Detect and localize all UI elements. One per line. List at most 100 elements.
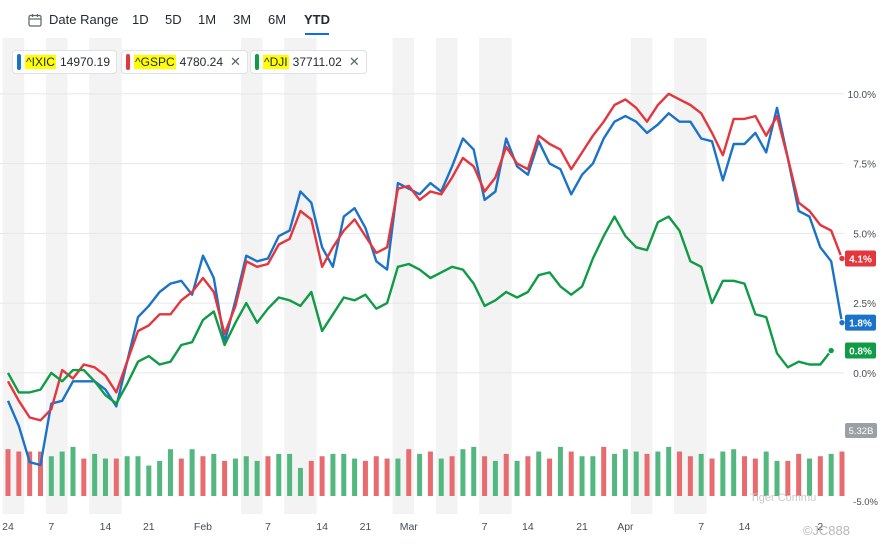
- week-band: [2, 38, 25, 514]
- volume-bar: [135, 456, 141, 496]
- x-tick-label: 14: [522, 521, 534, 533]
- legend-symbol: ^DJI: [263, 55, 289, 69]
- x-tick-label: 14: [739, 521, 751, 533]
- volume-bar: [557, 446, 563, 496]
- volume-bar: [612, 453, 618, 496]
- volume-bar: [449, 456, 455, 496]
- x-tick-label: 21: [360, 521, 372, 533]
- week-band: [479, 38, 512, 514]
- volume-bar: [687, 456, 693, 496]
- volume-bar: [752, 458, 758, 496]
- volume-bar: [167, 449, 173, 496]
- legend-value: 37711.02: [292, 55, 342, 69]
- volume-bar: [124, 456, 130, 496]
- volume-bar: [601, 446, 607, 496]
- volume-bar: [265, 456, 271, 496]
- chart-area[interactable]: 10.0% 7.5% 5.0% 2.5% 0.0% 5.32B -5.0% 1.8% 4.1% 0…: [0, 38, 890, 552]
- volume-bar: [579, 456, 585, 496]
- volume-bar: [482, 456, 488, 496]
- volume-bar: [362, 460, 368, 496]
- volume-bar: [547, 458, 553, 496]
- week-band: [89, 38, 122, 514]
- y-tick-label: 10.0%: [848, 90, 876, 101]
- series-end-marker: [838, 254, 846, 263]
- legend-chip-gspc[interactable]: ^GSPC 4780.24 ✕: [121, 50, 248, 74]
- volume-ref-label: 5.32B: [849, 426, 874, 437]
- calendar-icon[interactable]: [28, 13, 42, 27]
- range-1m-button[interactable]: 1M: [198, 12, 217, 27]
- volume-bar: [92, 453, 98, 496]
- volume-bar: [16, 451, 22, 496]
- legend-chip-dji[interactable]: ^DJI 37711.02 ✕: [250, 50, 367, 74]
- series-end-marker: [838, 318, 846, 327]
- legend-chip-ixic[interactable]: ^IXIC 14970.19: [12, 50, 118, 74]
- x-tick-label: 7: [48, 521, 54, 533]
- volume-bar: [622, 449, 628, 496]
- volume-bar: [720, 451, 726, 496]
- volume-bar: [666, 446, 672, 496]
- volume-bar: [460, 449, 466, 496]
- series-color-swatch: [126, 54, 130, 70]
- volume-bar: [536, 451, 542, 496]
- week-band: [674, 38, 707, 514]
- x-tick-label: 21: [143, 521, 155, 533]
- volume-bar: [763, 451, 769, 496]
- volume-bar: [113, 458, 119, 496]
- date-range-button[interactable]: Date Range: [49, 12, 119, 27]
- range-1d-button[interactable]: 1D: [132, 12, 149, 27]
- series-end-label: 4.1%: [849, 254, 872, 265]
- legend-symbol: ^GSPC: [134, 55, 176, 69]
- y-tick-label: 5.0%: [853, 229, 876, 240]
- y-tick-label: 0.0%: [853, 369, 876, 380]
- volume-bar: [655, 451, 661, 496]
- volume-bar: [27, 451, 33, 496]
- volume-bar: [677, 451, 683, 496]
- series-color-swatch: [17, 54, 21, 70]
- active-range-indicator: [305, 33, 329, 35]
- week-band: [284, 38, 317, 514]
- volume-bar: [395, 458, 401, 496]
- y-tick-label: 2.5%: [853, 299, 876, 310]
- volume-bar: [5, 449, 11, 496]
- volume-bar: [796, 453, 802, 496]
- volume-bar: [189, 449, 195, 496]
- x-tick-label: Mar: [400, 521, 419, 533]
- volume-bar: [438, 458, 444, 496]
- volume-bar: [243, 456, 249, 496]
- week-band: [630, 38, 653, 514]
- volume-bar: [319, 456, 325, 496]
- range-ytd-button[interactable]: YTD: [304, 12, 330, 27]
- volume-bar: [287, 453, 293, 496]
- range-6m-button[interactable]: 6M: [268, 12, 287, 27]
- watermark-secondary: Tiger Commu: [750, 492, 817, 504]
- x-tick-label: 14: [100, 521, 112, 533]
- comparison-chart[interactable]: 10.0% 7.5% 5.0% 2.5% 0.0% 5.32B -5.0% 1.8% 4.1% 0…: [0, 38, 890, 552]
- volume-bar: [178, 458, 184, 496]
- volume-bar: [232, 458, 238, 496]
- volume-bar: [427, 451, 433, 496]
- range-3m-button[interactable]: 3M: [233, 12, 252, 27]
- series-end-badge: [845, 342, 876, 359]
- series-end-marker: [827, 346, 835, 355]
- volume-bar: [330, 453, 336, 496]
- close-icon[interactable]: ✕: [230, 54, 241, 69]
- volume-bar: [222, 460, 228, 496]
- series-end-badge: [845, 314, 876, 331]
- watermark: ©JC888: [802, 523, 850, 538]
- series-end-badge: [845, 250, 876, 267]
- volume-ref-badge: [845, 423, 877, 438]
- volume-bar: [471, 446, 477, 496]
- volume-bar: [828, 453, 834, 496]
- volume-bar: [48, 456, 54, 496]
- range-5d-button[interactable]: 5D: [165, 12, 182, 27]
- week-band: [240, 38, 263, 514]
- close-icon[interactable]: ✕: [348, 54, 360, 69]
- volume-bottom-label: -5.0%: [853, 497, 878, 508]
- volume-bar: [276, 453, 282, 496]
- volume-bar: [525, 456, 531, 496]
- series-end-label: 1.8%: [849, 319, 872, 330]
- volume-bar: [384, 458, 390, 496]
- y-tick-label: 7.5%: [853, 160, 876, 171]
- volume-bar: [503, 453, 509, 496]
- legend-value: 4780.24: [179, 55, 224, 69]
